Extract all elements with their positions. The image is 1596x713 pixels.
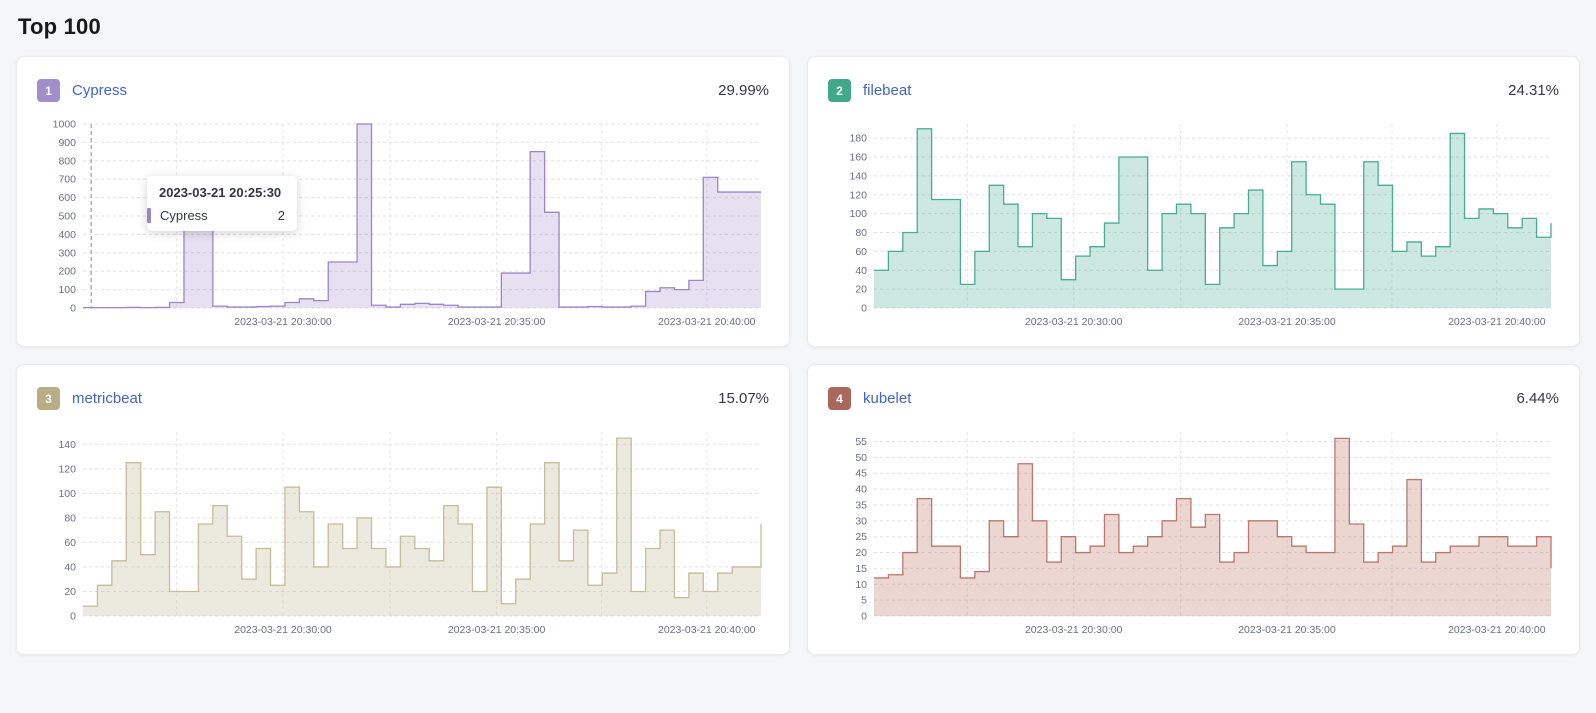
svg-text:50: 50	[855, 452, 867, 464]
percent-value: 24.31%	[1508, 82, 1559, 99]
percent-value: 29.99%	[718, 82, 769, 99]
svg-text:60: 60	[855, 246, 867, 258]
svg-text:120: 120	[849, 189, 867, 201]
svg-text:160: 160	[849, 152, 867, 164]
svg-text:25: 25	[855, 531, 867, 543]
svg-text:0: 0	[70, 611, 76, 623]
svg-text:80: 80	[855, 227, 867, 239]
card-kubelet: 4 kubelet 6.44% 0 5 10 15 20 25 30 35 40 45 50 55 20…	[807, 364, 1580, 655]
svg-text:200: 200	[58, 266, 76, 278]
series-link-cypress[interactable]: Cypress	[72, 82, 128, 99]
svg-text:100: 100	[58, 488, 76, 500]
svg-text:0: 0	[70, 303, 76, 315]
svg-text:40: 40	[855, 484, 867, 496]
rank-badge: 1	[37, 79, 60, 102]
svg-text:2023-03-21 20:35:00: 2023-03-21 20:35:00	[1238, 624, 1336, 636]
tooltip-value: 2	[277, 208, 285, 223]
rank-badge: 4	[828, 387, 851, 410]
svg-text:10: 10	[855, 579, 867, 591]
tooltip-series-marker	[147, 208, 151, 223]
svg-text:2023-03-21 20:30:00: 2023-03-21 20:30:00	[1025, 316, 1123, 328]
svg-text:2023-03-21 20:40:00: 2023-03-21 20:40:00	[1448, 316, 1546, 328]
svg-text:0: 0	[861, 303, 867, 315]
svg-text:900: 900	[58, 137, 76, 149]
svg-text:140: 140	[58, 439, 76, 451]
card-header: 3 metricbeat 15.07%	[37, 387, 769, 410]
svg-text:80: 80	[64, 512, 76, 524]
svg-text:300: 300	[58, 247, 76, 259]
svg-text:2023-03-21 20:30:00: 2023-03-21 20:30:00	[1025, 624, 1123, 636]
cards-grid: 1 Cypress 29.99% 0 100 200 300 400 500 600 700 8…	[16, 56, 1580, 655]
card-header: 1 Cypress 29.99%	[37, 79, 769, 102]
svg-text:100: 100	[58, 284, 76, 296]
svg-text:2023-03-21 20:40:00: 2023-03-21 20:40:00	[658, 624, 756, 636]
svg-text:20: 20	[64, 586, 76, 598]
svg-text:1000: 1000	[53, 119, 77, 131]
svg-text:60: 60	[64, 537, 76, 549]
rank-badge: 2	[828, 79, 851, 102]
svg-text:180: 180	[849, 133, 867, 145]
svg-text:700: 700	[58, 174, 76, 186]
svg-text:400: 400	[58, 229, 76, 241]
svg-text:0: 0	[861, 611, 867, 623]
svg-text:30: 30	[855, 515, 867, 527]
page-title: Top 100	[18, 14, 101, 39]
chart-metricbeat[interactable]: 0 20 40 60 80 100 120 140 2023-03-21 20:30:00 202…	[37, 422, 769, 640]
svg-text:2023-03-21 20:35:00: 2023-03-21 20:35:00	[448, 316, 546, 328]
svg-text:40: 40	[64, 561, 76, 573]
svg-text:15: 15	[855, 563, 867, 575]
svg-text:40: 40	[855, 265, 867, 277]
card-header: 2 filebeat 24.31%	[828, 79, 1559, 102]
svg-text:140: 140	[849, 170, 867, 182]
chart-cypress[interactable]: 0 100 200 300 400 500 600 700 800 900 1000 2023-03-…	[37, 114, 769, 332]
card-metricbeat: 3 metricbeat 15.07% 0 20 40 60 80 100 120 140 20…	[16, 364, 790, 655]
svg-text:35: 35	[855, 499, 867, 511]
svg-text:20: 20	[855, 547, 867, 559]
chart-kubelet[interactable]: 0 5 10 15 20 25 30 35 40 45 50 55 2023-03-21 20:30:0…	[828, 422, 1559, 640]
card-header: 4 kubelet 6.44%	[828, 387, 1559, 410]
rank-badge: 3	[37, 387, 60, 410]
svg-text:100: 100	[849, 208, 867, 220]
svg-text:45: 45	[855, 468, 867, 480]
svg-text:2023-03-21 20:40:00: 2023-03-21 20:40:00	[658, 316, 756, 328]
percent-value: 15.07%	[718, 390, 769, 407]
series-link-kubelet[interactable]: kubelet	[863, 390, 912, 407]
svg-text:500: 500	[58, 211, 76, 223]
svg-text:2023-03-21 20:40:00: 2023-03-21 20:40:00	[1448, 624, 1546, 636]
svg-text:20: 20	[855, 284, 867, 296]
card-cypress: 1 Cypress 29.99% 0 100 200 300 400 500 600 700 8…	[16, 56, 790, 347]
chart-tooltip: 2023-03-21 20:25:30 Cypress 2	[147, 176, 297, 231]
svg-text:120: 120	[58, 463, 76, 475]
tooltip-timestamp: 2023-03-21 20:25:30	[159, 185, 282, 200]
page: Top 100 1 Cypress 29.99% 0 100 200 300 400 50…	[16, 14, 1580, 655]
card-filebeat: 2 filebeat 24.31% 0 20 40 60 80 100 120 140 160 1…	[807, 56, 1580, 347]
svg-text:2023-03-21 20:30:00: 2023-03-21 20:30:00	[234, 316, 332, 328]
chart-filebeat[interactable]: 0 20 40 60 80 100 120 140 160 180 2023-03-21 20:30…	[828, 114, 1559, 332]
svg-text:600: 600	[58, 192, 76, 204]
series-link-filebeat[interactable]: filebeat	[863, 82, 912, 99]
tooltip-series-row: Cypress 2	[147, 208, 285, 223]
percent-value: 6.44%	[1516, 390, 1559, 407]
series-link-metricbeat[interactable]: metricbeat	[72, 390, 143, 407]
svg-text:2023-03-21 20:30:00: 2023-03-21 20:30:00	[234, 624, 332, 636]
svg-text:2023-03-21 20:35:00: 2023-03-21 20:35:00	[448, 624, 546, 636]
svg-text:2023-03-21 20:35:00: 2023-03-21 20:35:00	[1238, 316, 1336, 328]
svg-text:800: 800	[58, 155, 76, 167]
svg-text:55: 55	[855, 436, 867, 448]
tooltip-series-name: Cypress	[160, 208, 208, 223]
svg-text:5: 5	[861, 595, 867, 607]
